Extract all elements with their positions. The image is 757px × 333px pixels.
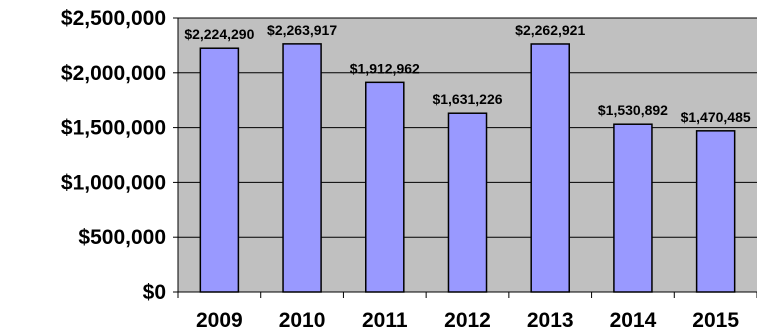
bar-2011 <box>365 81 405 293</box>
data-labels: $2,224,290 $2,263,917 $1,912,962 $1,631,226… <box>184 22 751 125</box>
bar-2015 <box>695 130 736 293</box>
data-label-2014: $1,530,892 <box>598 102 668 118</box>
data-label-2010: $2,263,917 <box>267 22 337 38</box>
bar-2014 <box>613 123 653 293</box>
data-label-2011: $1,912,962 <box>350 60 420 76</box>
bar-series <box>199 43 736 293</box>
y-axis-ticks: $0 $500,000 $1,000,000 $1,500,000 $2,000,000… <box>61 7 178 304</box>
x-tick-label-2015: 2015 <box>692 309 739 332</box>
y-tick-label: $1,500,000 <box>61 117 166 140</box>
x-tick-label-2013: 2013 <box>527 309 574 332</box>
y-tick-label: $0 <box>143 281 166 304</box>
x-tick-label-2010: 2010 <box>279 309 326 332</box>
data-label-2012: $1,631,226 <box>432 91 502 107</box>
y-tick-label: $2,500,000 <box>61 7 166 30</box>
x-tick-label-2014: 2014 <box>610 309 657 332</box>
data-label-2013: $2,262,921 <box>515 22 585 38</box>
data-label-2009: $2,224,290 <box>184 26 254 42</box>
data-label-2015: $1,470,485 <box>681 109 751 125</box>
x-tick-label-2011: 2011 <box>362 309 408 332</box>
x-tick-label-2009: 2009 <box>196 309 243 332</box>
y-tick-label: $1,000,000 <box>61 171 166 194</box>
bar-2012 <box>447 112 488 293</box>
x-tick-label-2012: 2012 <box>444 309 491 332</box>
y-tick-label: $2,000,000 <box>61 62 166 85</box>
x-axis-ticks: 2009 2010 2011 2012 2013 2014 2015 <box>177 292 757 332</box>
y-tick-label: $500,000 <box>78 226 166 249</box>
bar-2010 <box>282 43 322 293</box>
bar-2009 <box>199 47 240 293</box>
bar-2013 <box>530 43 570 293</box>
